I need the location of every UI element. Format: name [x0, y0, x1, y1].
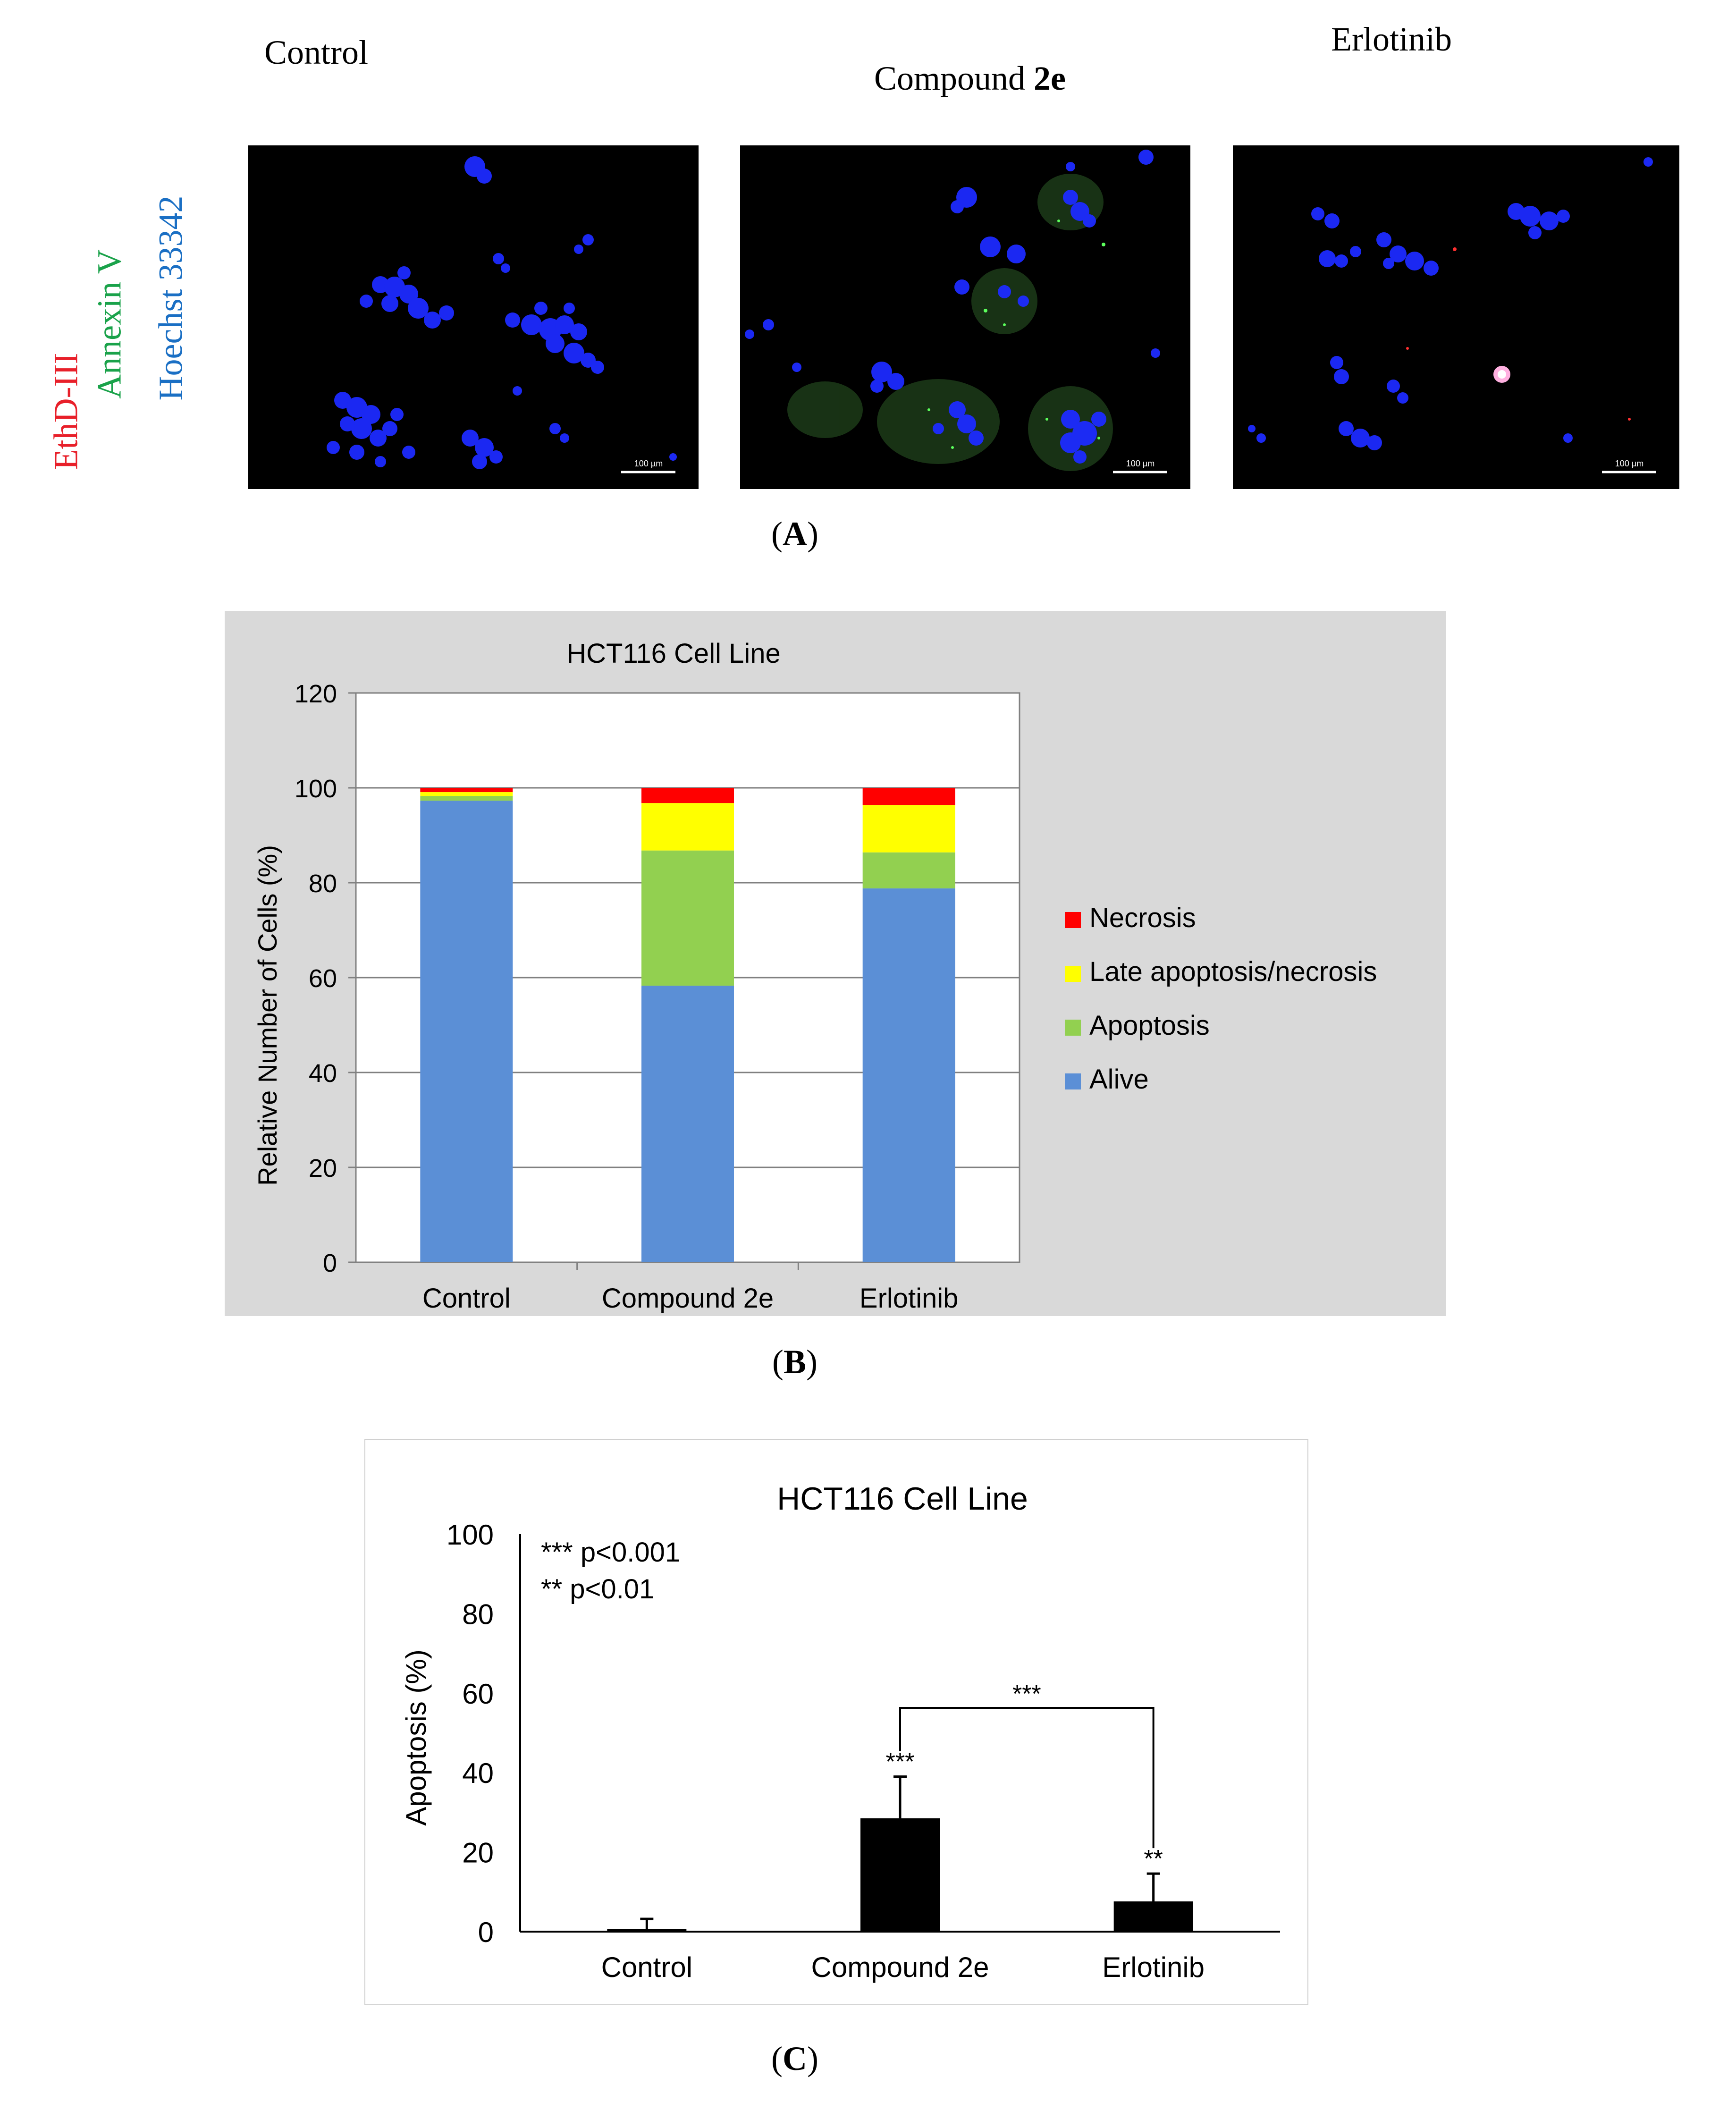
- panel-label-c: (C): [771, 2040, 818, 2077]
- header-control: Control: [264, 33, 368, 72]
- header-compound-bold: 2e: [1034, 59, 1066, 97]
- significance-legend-note: *** p<0.001: [541, 1537, 680, 1568]
- y-axis-label: Relative Number of Cells (%): [253, 845, 282, 1186]
- stain-label-hoechst: Hoechst 33342: [152, 195, 190, 401]
- bar: [1113, 1901, 1193, 1932]
- y-tick-label: 80: [462, 1598, 494, 1630]
- apoptosis-bar-chart: 0 20 40 60 80 100 Control *** Compound 2e ** Erlot…: [364, 1439, 1308, 2005]
- bar-segment-late-apoptosis-necrosis: [862, 805, 955, 853]
- bar-segment-necrosis: [641, 788, 734, 803]
- legend-swatch: [1065, 912, 1081, 928]
- x-tick-label: Compound 2e: [602, 1283, 774, 1314]
- panel-label-a: (A): [771, 515, 818, 553]
- stacked-bar-chart: 0 20 40 60 80 100 120 Control Compound 2e Erlotin…: [225, 611, 1446, 1316]
- y-tick-label: 60: [462, 1678, 494, 1710]
- bar-segment-apoptosis: [641, 850, 734, 986]
- micrograph-control: 100 µm: [248, 145, 699, 489]
- legend-label: Apoptosis: [1089, 1010, 1210, 1041]
- comparison-label: ***: [1012, 1680, 1041, 1708]
- y-axis-label: Apoptosis (%): [400, 1649, 432, 1825]
- x-tick-label: Compound 2e: [811, 1951, 989, 1983]
- comparison-bracket: [899, 1706, 1155, 1849]
- stain-label-ethd: EthD-III: [47, 353, 85, 470]
- bar-segment-necrosis: [420, 788, 513, 793]
- chart-title: HCT116 Cell Line: [777, 1481, 1028, 1517]
- significance-marker: ***: [886, 1748, 915, 1776]
- bar-segment-late-apoptosis-necrosis: [641, 803, 734, 851]
- y-tick-label: 60: [309, 964, 337, 993]
- y-tick-label: 120: [295, 680, 337, 708]
- y-tick-label: 40: [462, 1757, 494, 1789]
- bar-segment-necrosis: [862, 788, 955, 805]
- bar-segment-alive: [420, 801, 513, 1262]
- bar: [607, 1929, 687, 1932]
- bar-segment-alive: [862, 888, 955, 1262]
- y-tick-label: 80: [309, 870, 337, 898]
- legend-label: Necrosis: [1089, 903, 1196, 933]
- header-erlotinib: Erlotinib: [1331, 20, 1452, 59]
- y-tick-label: 0: [323, 1249, 337, 1277]
- x-tick-label: Erlotinib: [860, 1283, 959, 1314]
- bar: [860, 1818, 940, 1932]
- legend-swatch: [1065, 966, 1081, 982]
- y-tick-label: 40: [309, 1059, 337, 1088]
- legend-swatch: [1065, 1073, 1081, 1089]
- significance-legend-note: ** p<0.01: [541, 1574, 654, 1604]
- bar-segment-alive: [641, 986, 734, 1262]
- y-tick-label: 20: [462, 1837, 494, 1869]
- scale-bar-label-control: 100 µm: [634, 459, 663, 468]
- legend-label: Late apoptosis/necrosis: [1089, 956, 1377, 987]
- header-erlotinib-text: Erlotinib: [1331, 20, 1452, 58]
- header-control-text: Control: [264, 34, 369, 71]
- legend-label: Alive: [1089, 1064, 1149, 1095]
- x-tick-label: Control: [601, 1951, 692, 1983]
- scale-bar-label-erlotinib: 100 µm: [1615, 459, 1643, 468]
- stain-label-annexin: Annexin V: [90, 249, 128, 399]
- x-tick-label: Erlotinib: [1102, 1951, 1205, 1983]
- legend-swatch: [1065, 1020, 1081, 1036]
- y-tick-label: 0: [478, 1917, 494, 1948]
- header-compound-text: Compound: [874, 59, 1034, 97]
- y-tick-label: 100: [295, 775, 337, 803]
- micrograph-erlotinib: 100 µm: [1233, 145, 1679, 489]
- x-tick-label: Control: [422, 1283, 511, 1314]
- header-compound-2e: Compound 2e: [840, 20, 1066, 137]
- micrograph-compound-2e: 100 µm: [740, 145, 1190, 489]
- panel-label-b: (B): [772, 1343, 817, 1381]
- bar-segment-apoptosis: [862, 852, 955, 889]
- bar-segment-late-apoptosis-necrosis: [420, 792, 513, 796]
- y-tick-label: 20: [309, 1154, 337, 1182]
- bar-segment-apoptosis: [420, 796, 513, 801]
- scale-bar-label-compound: 100 µm: [1126, 459, 1155, 468]
- y-tick-label: 100: [447, 1519, 494, 1551]
- significance-marker: **: [1144, 1845, 1163, 1873]
- chart-title: HCT116 Cell Line: [566, 638, 780, 669]
